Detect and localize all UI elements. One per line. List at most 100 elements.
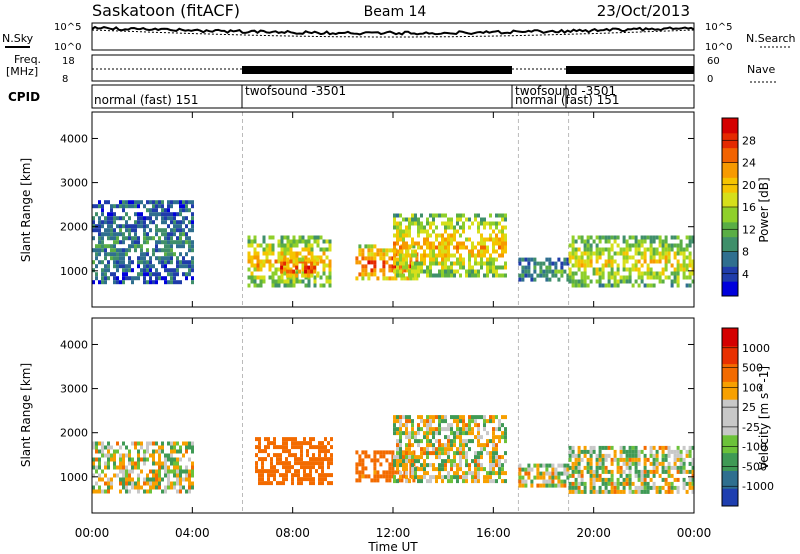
echo-cell — [420, 447, 423, 452]
echo-cell — [170, 220, 173, 225]
echo-cell — [170, 260, 173, 265]
echo-cell — [411, 419, 414, 424]
echo-cell — [557, 479, 561, 484]
echo-cell — [438, 471, 441, 476]
echo-cell — [622, 481, 626, 486]
echo-cell — [504, 459, 507, 464]
echo-cell — [301, 267, 305, 272]
echo-cell — [444, 459, 447, 464]
echo-cell — [191, 248, 194, 253]
echo-cell — [280, 275, 284, 280]
echo-cell — [551, 269, 555, 274]
echo-cell — [253, 247, 257, 252]
echo-cell — [667, 259, 671, 264]
echo-cell — [328, 275, 332, 280]
echo-cell — [176, 280, 179, 285]
echo-cell — [185, 477, 188, 482]
echo-cell — [492, 467, 495, 472]
echo-cell — [405, 261, 408, 266]
echo-cell — [294, 445, 297, 450]
echo-cell — [279, 461, 282, 466]
echo-cell — [676, 235, 680, 240]
echo-cell — [361, 470, 365, 475]
echo-cell — [607, 259, 611, 264]
echo-cell — [98, 228, 101, 233]
echo-cell — [548, 261, 552, 266]
echo-cell — [113, 212, 116, 217]
echo-cell — [110, 216, 113, 221]
echo-cell — [637, 473, 641, 478]
echo-cell — [492, 471, 495, 476]
echo-cell — [474, 463, 477, 468]
echo-cell — [450, 221, 453, 226]
echo-cell — [98, 260, 101, 265]
echo-cell — [643, 477, 647, 482]
echo-cell — [134, 204, 137, 209]
echo-cell — [176, 489, 179, 494]
echo-cell — [571, 485, 575, 490]
echo-cell — [405, 253, 408, 258]
echo-cell — [176, 481, 179, 486]
echo-cell — [545, 479, 549, 484]
echo-cell — [426, 217, 429, 222]
echo-cell — [312, 437, 315, 442]
echo-cell — [444, 221, 447, 226]
noise-search-trace — [91, 29, 695, 38]
echo-cell — [247, 283, 251, 288]
echo-cell — [182, 208, 185, 213]
echo-cell — [101, 445, 104, 450]
echo-cell — [385, 252, 389, 257]
echo-cell — [652, 235, 656, 240]
echo-cell — [634, 461, 638, 466]
echo-cell — [462, 257, 465, 262]
echo-cell — [408, 273, 411, 278]
y-tick-label: 1000 — [60, 265, 88, 278]
echo-cell — [462, 415, 465, 420]
echo-cell — [447, 257, 450, 262]
echo-cell — [486, 471, 489, 476]
echo-cell — [432, 427, 435, 432]
echo-cell — [691, 477, 695, 482]
echo-cell — [492, 427, 495, 432]
echo-cell — [682, 457, 686, 462]
echo-cell — [399, 427, 402, 432]
echo-cell — [104, 473, 107, 478]
echo-cell — [188, 200, 191, 205]
echo-cell — [291, 477, 294, 482]
echo-cell — [477, 273, 480, 278]
echo-cell — [530, 273, 534, 278]
x-tick-label: 00:00 — [677, 526, 712, 540]
echo-cell — [140, 272, 143, 277]
echo-cell — [486, 475, 489, 480]
echo-cell — [191, 200, 194, 205]
echo-cell — [679, 239, 683, 244]
echo-cell — [622, 461, 626, 466]
echo-cell — [393, 423, 396, 428]
echo-cell — [545, 467, 549, 472]
echo-cell — [432, 451, 435, 456]
echo-cell — [682, 477, 686, 482]
echo-cell — [92, 280, 95, 285]
echo-cell — [408, 269, 411, 274]
echo-cell — [408, 459, 411, 464]
echo-cell — [471, 241, 474, 246]
echo-cell — [303, 473, 306, 478]
echo-cell — [459, 245, 462, 250]
echo-cell — [107, 200, 110, 205]
echo-cell — [423, 467, 426, 472]
echo-cell — [328, 263, 332, 268]
echo-cell — [655, 259, 659, 264]
echo-cell — [307, 269, 311, 274]
echo-cell — [411, 455, 414, 460]
echo-cell — [304, 239, 308, 244]
echo-cell — [176, 457, 179, 462]
echo-cell — [426, 479, 429, 484]
echo-cell — [411, 249, 414, 254]
echo-cell — [438, 451, 441, 456]
echo-cell — [409, 264, 413, 269]
echo-cell — [426, 451, 429, 456]
echo-cell — [253, 279, 257, 284]
echo-cell — [643, 457, 647, 462]
colorbar-swatch — [722, 162, 738, 178]
echo-cell — [298, 235, 302, 240]
